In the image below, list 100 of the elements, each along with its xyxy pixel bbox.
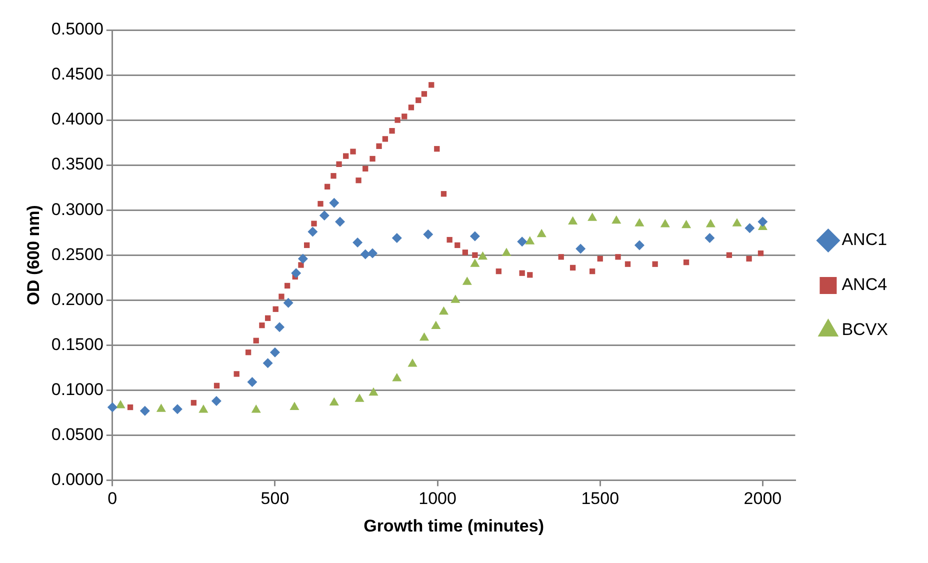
point bbox=[343, 153, 349, 159]
point bbox=[190, 400, 197, 406]
y-tick-label: 0.1000 bbox=[51, 380, 104, 399]
point bbox=[624, 261, 631, 267]
point bbox=[746, 256, 752, 262]
y-tick-label: 0.0000 bbox=[51, 470, 104, 489]
y-tick-label: 0.4500 bbox=[51, 64, 104, 84]
point bbox=[634, 240, 644, 250]
point bbox=[278, 294, 284, 300]
point bbox=[660, 218, 670, 228]
point bbox=[356, 178, 362, 184]
point bbox=[706, 218, 716, 228]
point bbox=[264, 315, 271, 321]
y-tick-label: 0.2500 bbox=[51, 244, 104, 264]
point bbox=[525, 236, 535, 244]
point bbox=[682, 220, 692, 228]
point bbox=[107, 402, 118, 412]
point bbox=[274, 322, 285, 332]
point bbox=[352, 237, 363, 248]
point bbox=[454, 242, 460, 248]
point bbox=[245, 350, 252, 356]
point bbox=[370, 156, 376, 162]
point bbox=[368, 387, 378, 396]
point bbox=[376, 143, 382, 149]
point bbox=[394, 117, 400, 123]
point bbox=[478, 251, 488, 260]
point bbox=[732, 218, 742, 226]
point bbox=[408, 358, 418, 367]
x-tick-label: 1500 bbox=[581, 489, 620, 508]
point bbox=[382, 136, 388, 142]
point bbox=[318, 200, 324, 207]
point bbox=[336, 161, 342, 167]
point bbox=[329, 397, 339, 406]
point bbox=[612, 215, 622, 224]
point bbox=[431, 320, 441, 329]
point bbox=[744, 223, 755, 234]
y-tick-label: 0.2000 bbox=[51, 290, 104, 309]
point bbox=[298, 254, 308, 264]
point bbox=[298, 262, 304, 268]
point bbox=[362, 166, 368, 172]
point bbox=[408, 104, 414, 110]
point bbox=[576, 244, 586, 254]
point bbox=[272, 306, 278, 312]
x-axis-title: Growth time (minutes) bbox=[364, 516, 544, 536]
point bbox=[259, 322, 265, 328]
point bbox=[428, 82, 434, 88]
point bbox=[421, 91, 428, 97]
point bbox=[290, 402, 300, 410]
point bbox=[308, 226, 318, 237]
point bbox=[446, 236, 452, 243]
point bbox=[116, 400, 126, 408]
point bbox=[402, 114, 408, 120]
point bbox=[262, 358, 273, 368]
point bbox=[253, 338, 259, 344]
point bbox=[211, 396, 222, 406]
y-tick-label: 0.3000 bbox=[51, 200, 104, 219]
point bbox=[198, 404, 208, 413]
point bbox=[652, 261, 658, 267]
point bbox=[758, 250, 764, 256]
point bbox=[470, 231, 480, 242]
point bbox=[517, 236, 528, 247]
point bbox=[416, 97, 422, 104]
point bbox=[450, 294, 460, 303]
point bbox=[350, 148, 356, 154]
point bbox=[172, 404, 182, 414]
point bbox=[589, 268, 596, 274]
point bbox=[536, 228, 546, 238]
point bbox=[354, 394, 364, 402]
point bbox=[419, 332, 429, 341]
point bbox=[283, 298, 294, 308]
point bbox=[440, 191, 447, 197]
point bbox=[758, 216, 768, 227]
point bbox=[330, 173, 336, 179]
point bbox=[634, 218, 644, 226]
point bbox=[140, 406, 150, 416]
point bbox=[392, 372, 402, 382]
point bbox=[472, 252, 478, 258]
y-tick-label: 0.3500 bbox=[51, 154, 104, 174]
point bbox=[392, 232, 402, 243]
point bbox=[615, 254, 621, 260]
point bbox=[502, 248, 512, 256]
point bbox=[304, 242, 310, 248]
point bbox=[360, 249, 370, 260]
point bbox=[597, 256, 603, 262]
point bbox=[156, 404, 166, 412]
y-tick-label: 0.0500 bbox=[51, 424, 104, 444]
x-tick-label: 1000 bbox=[418, 489, 456, 508]
point bbox=[251, 404, 261, 413]
x-tick-label: 500 bbox=[260, 489, 290, 508]
point bbox=[726, 252, 732, 258]
y-tick-label: 0.4000 bbox=[51, 110, 104, 129]
x-tick-label: 0 bbox=[108, 489, 118, 508]
point bbox=[284, 282, 290, 289]
point bbox=[389, 128, 395, 134]
point bbox=[462, 276, 472, 285]
point bbox=[329, 198, 340, 208]
point bbox=[423, 229, 434, 240]
legend-label: ANC4 bbox=[842, 275, 888, 294]
point bbox=[462, 250, 468, 256]
point bbox=[568, 216, 578, 225]
